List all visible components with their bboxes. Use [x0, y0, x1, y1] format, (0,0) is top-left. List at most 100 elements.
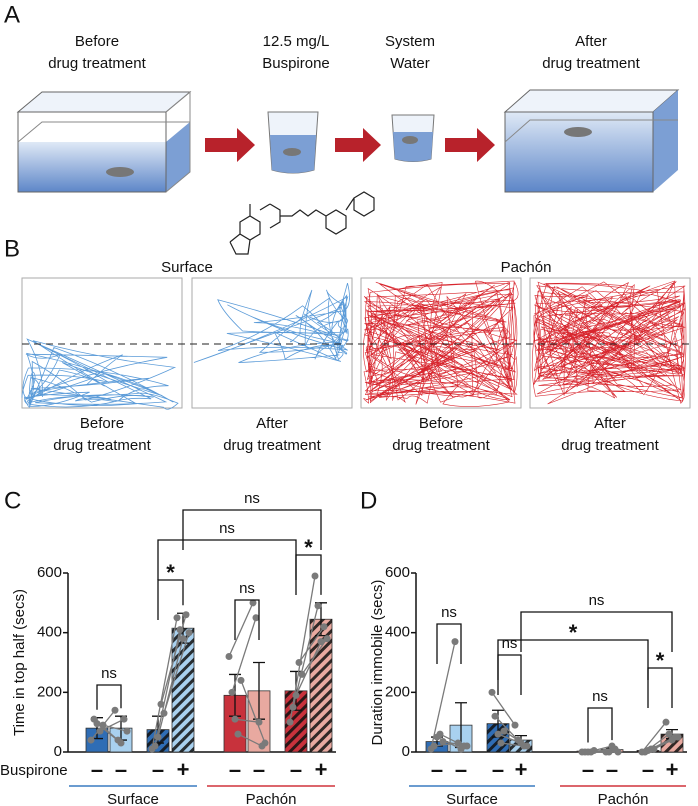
point — [157, 700, 165, 708]
point — [614, 748, 622, 756]
pair-line — [231, 617, 257, 693]
point — [665, 730, 673, 738]
point — [674, 733, 682, 741]
pair-line — [163, 632, 190, 714]
point — [173, 614, 181, 622]
point — [491, 712, 499, 720]
pair-line — [234, 718, 260, 723]
significance: * — [656, 648, 665, 673]
point — [286, 718, 294, 726]
group-label: Surface — [161, 259, 213, 276]
track — [193, 282, 350, 363]
x-tick-label: – — [253, 757, 265, 782]
point — [292, 691, 300, 699]
y-tick-label: 200 — [37, 683, 62, 700]
x-tick-label: – — [152, 757, 164, 782]
track — [531, 280, 687, 405]
tracks — [21, 277, 691, 410]
significance: ns — [244, 490, 260, 507]
pair-line — [494, 715, 519, 741]
pair-line — [491, 691, 516, 726]
significance: * — [166, 560, 175, 585]
point — [605, 748, 613, 756]
step-label: Before — [75, 33, 119, 50]
pair-line — [292, 605, 319, 708]
y-axis-label: Duration immobile (secs) — [369, 580, 386, 746]
y-tick-label: 600 — [385, 564, 410, 581]
pair-line — [157, 638, 184, 738]
point — [99, 721, 107, 729]
point — [237, 676, 245, 684]
point — [650, 745, 658, 753]
pair-line — [641, 721, 667, 753]
pair-line — [430, 641, 456, 750]
point — [117, 739, 125, 747]
point — [317, 638, 325, 646]
bracket — [497, 654, 522, 695]
point — [185, 629, 193, 637]
y-tick-label: 200 — [385, 683, 410, 700]
x-tick-label: – — [492, 757, 504, 782]
step-label: System — [385, 33, 435, 50]
x-tick-label: + — [315, 757, 328, 782]
y-tick-label: 600 — [37, 564, 62, 581]
step-label: drug treatment — [48, 55, 146, 72]
point — [261, 739, 269, 747]
pair-line — [102, 724, 128, 732]
caption: Before — [80, 415, 124, 432]
significance: ns — [219, 520, 235, 537]
point — [176, 626, 184, 634]
bracket — [234, 599, 260, 640]
pair-line — [228, 602, 254, 657]
x-tick-label: – — [229, 757, 241, 782]
y-tick-label: 400 — [385, 624, 410, 641]
point — [96, 727, 104, 735]
track — [21, 338, 179, 410]
point — [295, 659, 303, 666]
y-tick-label: 400 — [37, 624, 62, 641]
step-label: 12.5 mg/L — [263, 33, 330, 50]
bracket — [436, 623, 462, 664]
bracket — [96, 684, 122, 710]
point — [249, 599, 257, 607]
point — [488, 688, 496, 696]
point — [454, 739, 462, 747]
point — [439, 738, 447, 746]
caption: After — [256, 415, 288, 432]
x-tick-label: – — [642, 757, 654, 782]
step-label: drug treatment — [542, 55, 640, 72]
point — [451, 638, 459, 646]
point — [320, 623, 328, 631]
caption: drug treatment — [561, 437, 659, 454]
point — [500, 727, 508, 735]
group-label: Pachón — [246, 791, 297, 806]
y-axis-label: Time in top half (secs) — [11, 589, 28, 736]
caption: drug treatment — [223, 437, 321, 454]
caption: Before — [419, 415, 463, 432]
point — [314, 602, 322, 610]
pair-line — [99, 718, 125, 732]
significance: ns — [441, 604, 457, 621]
point — [182, 611, 190, 619]
point — [255, 718, 263, 726]
point — [252, 614, 260, 622]
hatch — [172, 628, 194, 752]
significance: * — [304, 535, 313, 560]
panel-label: A — [4, 1, 20, 28]
point — [511, 721, 519, 729]
point — [120, 715, 128, 723]
point — [323, 635, 331, 643]
point — [154, 733, 162, 741]
bracket — [587, 707, 613, 743]
point — [160, 709, 168, 717]
bracket — [157, 539, 297, 580]
panel-a-art — [16, 89, 680, 255]
x-tick-label: – — [582, 757, 594, 782]
group-label: Pachón — [501, 259, 552, 276]
panel-label: D — [360, 487, 377, 514]
pair-line — [301, 638, 328, 675]
significance: * — [569, 620, 578, 645]
panel-label: C — [4, 487, 21, 514]
pair-line — [295, 641, 322, 696]
